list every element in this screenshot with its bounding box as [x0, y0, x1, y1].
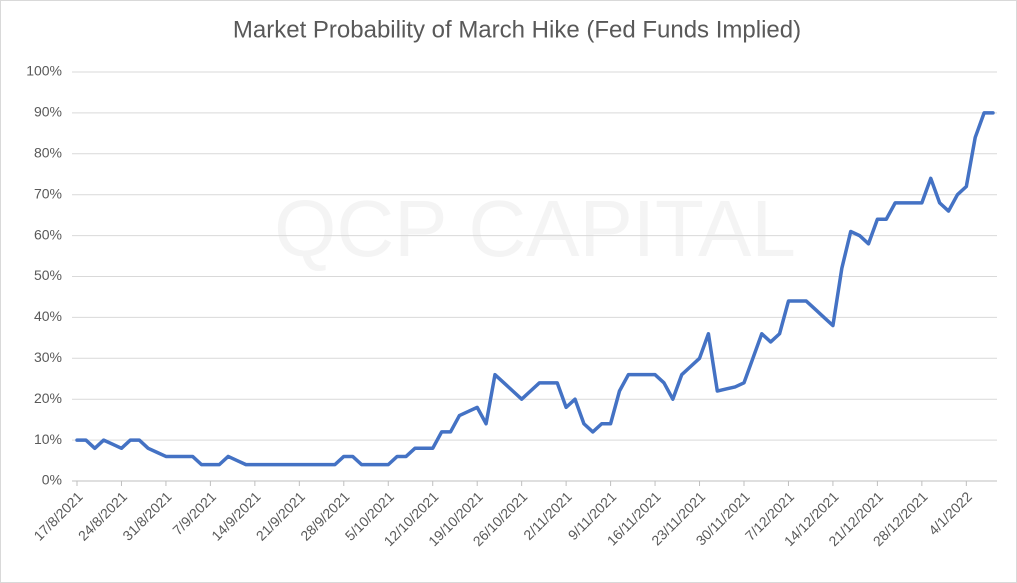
y-tick-label: 40%	[34, 308, 62, 324]
chart-title: Market Probability of March Hike (Fed Fu…	[233, 16, 801, 43]
y-tick-label: 0%	[42, 472, 62, 488]
y-tick-label: 70%	[34, 185, 62, 201]
y-tick-label: 30%	[34, 349, 62, 365]
watermark: QCP CAPITAL	[274, 184, 796, 273]
y-tick-label: 50%	[34, 267, 62, 283]
y-tick-label: 80%	[34, 145, 62, 161]
y-tick-label: 60%	[34, 226, 62, 242]
y-tick-label: 100%	[26, 63, 62, 79]
y-tick-label: 20%	[34, 390, 62, 406]
y-tick-label: 90%	[34, 104, 62, 120]
y-tick-label: 10%	[34, 431, 62, 447]
data-line	[75, 111, 995, 467]
